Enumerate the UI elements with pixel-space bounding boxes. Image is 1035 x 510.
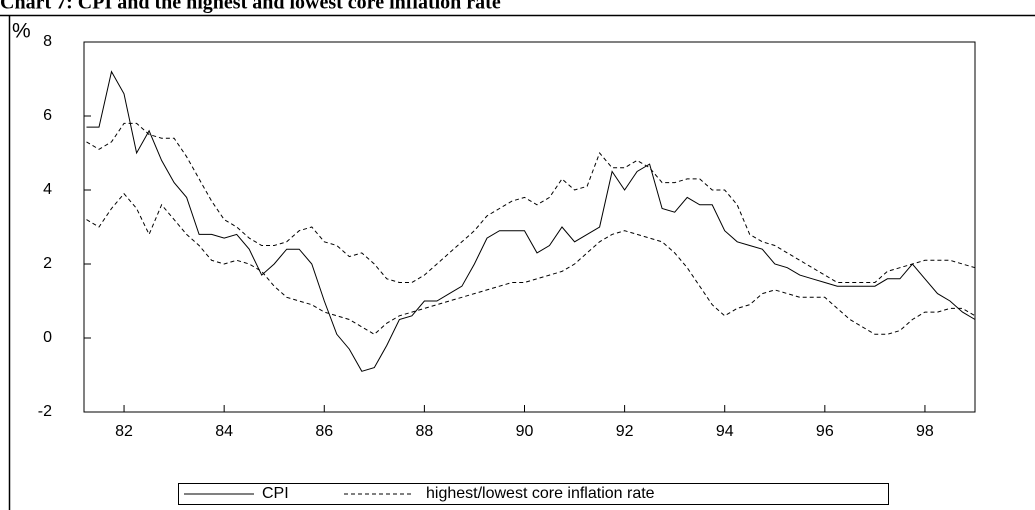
series-line — [86, 192, 976, 335]
legend-label: CPI — [262, 485, 289, 502]
x-tick-label: 98 — [916, 423, 934, 440]
plot-frame — [83, 41, 976, 413]
x-tick-label: 92 — [616, 423, 634, 440]
x-tick-label: 88 — [415, 423, 433, 440]
legend-label: highest/lowest core inflation rate — [426, 485, 655, 502]
chart-title: Chart 7: CPI and the highest and lowest … — [0, 0, 501, 14]
x-tick-label: 84 — [215, 423, 233, 440]
series-line — [86, 122, 976, 283]
legend — [178, 483, 889, 505]
series-line — [86, 70, 976, 372]
y-tick-label: 4 — [43, 181, 52, 198]
y-axis-label: % — [12, 20, 31, 43]
x-tick-label: 94 — [716, 423, 734, 440]
y-tick-label: 2 — [43, 255, 52, 272]
x-tick-label: 90 — [516, 423, 534, 440]
y-tick-label: 6 — [43, 107, 52, 124]
x-tick-label: 86 — [315, 423, 333, 440]
x-tick-label: 82 — [115, 423, 133, 440]
y-tick-label: -2 — [38, 403, 52, 420]
x-tick-label: 96 — [816, 423, 834, 440]
y-tick-label: 0 — [43, 329, 52, 346]
y-tick-label: 8 — [43, 33, 52, 50]
